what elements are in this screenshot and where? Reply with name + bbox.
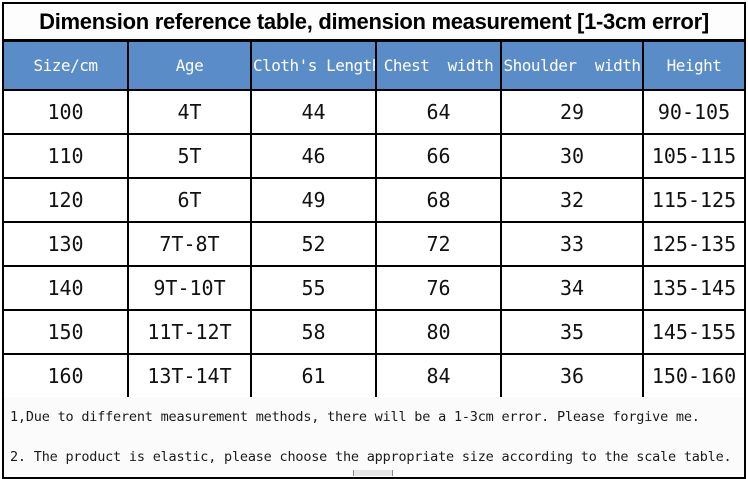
header-size-cm: Size/cm [3,41,129,91]
table-cell: 72 [375,221,502,267]
table-cell: 52 [250,221,377,267]
table-cell: 5T [127,133,252,179]
table-cell: 9T-10T [127,265,252,311]
table-row: 110 5T 46 66 30 105-115 [3,133,745,179]
table-cell: 145-155 [642,309,745,355]
note-measurement-error: 1,Due to different measurement methods, … [4,397,744,437]
table-cell: 4T [127,89,252,135]
table-row: 150 11T-12T 58 80 35 145-155 [3,309,745,355]
table-cell: 135-145 [642,265,745,311]
footnotes: 1,Due to different measurement methods, … [4,397,744,477]
cropped-next-table-fragment [353,470,393,476]
table-cell: 76 [375,265,502,311]
page-title: Dimension reference table, dimension mea… [4,4,744,42]
table-cell: 32 [500,177,644,223]
table-cell: 49 [250,177,377,223]
table-cell: 150 [3,309,129,355]
table-cell: 13T-14T [127,353,252,398]
table-cell: 140 [3,265,129,311]
header-cloth-length: Cloth's Length [250,41,377,91]
table-cell: 33 [500,221,644,267]
table-cell: 125-135 [642,221,745,267]
table-cell: 6T [127,177,252,223]
header-height: Height [642,41,745,91]
table-cell: 44 [250,89,377,135]
table-cell: 35 [500,309,644,355]
header-chest-width: Chest width [375,41,502,91]
header-row: Size/cm Age Cloth's Length Chest width S… [3,41,745,91]
table-cell: 100 [3,89,129,135]
table-cell: 11T-12T [127,309,252,355]
table-cell: 55 [250,265,377,311]
table-cell: 80 [375,309,502,355]
table-cell: 84 [375,353,502,398]
table-row: 160 13T-14T 61 84 36 150-160 [3,353,745,398]
table-cell: 115-125 [642,177,745,223]
table-cell: 66 [375,133,502,179]
table-cell: 90-105 [642,89,745,135]
header-age: Age [127,41,252,91]
table-row: 130 7T-8T 52 72 33 125-135 [3,221,745,267]
table-row: 100 4T 44 64 29 90-105 [3,89,745,135]
table-cell: 58 [250,309,377,355]
table-row: 140 9T-10T 55 76 34 135-145 [3,265,745,311]
table-cell: 61 [250,353,377,398]
table-cell: 105-115 [642,133,745,179]
table-cell: 34 [500,265,644,311]
table-row: 120 6T 49 68 32 115-125 [3,177,745,223]
size-reference-table: Size/cm Age Cloth's Length Chest width S… [3,41,745,398]
table-cell: 30 [500,133,644,179]
table-cell: 7T-8T [127,221,252,267]
table-cell: 64 [375,89,502,135]
table-cell: 150-160 [642,353,745,398]
table-cell: 160 [3,353,129,398]
table-cell: 110 [3,133,129,179]
table-cell: 68 [375,177,502,223]
table-cell: 36 [500,353,644,398]
table-cell: 46 [250,133,377,179]
table-cell: 130 [3,221,129,267]
header-shoulder-width: Shoulder width [500,41,644,91]
table-cell: 120 [3,177,129,223]
table-cell: 29 [500,89,644,135]
